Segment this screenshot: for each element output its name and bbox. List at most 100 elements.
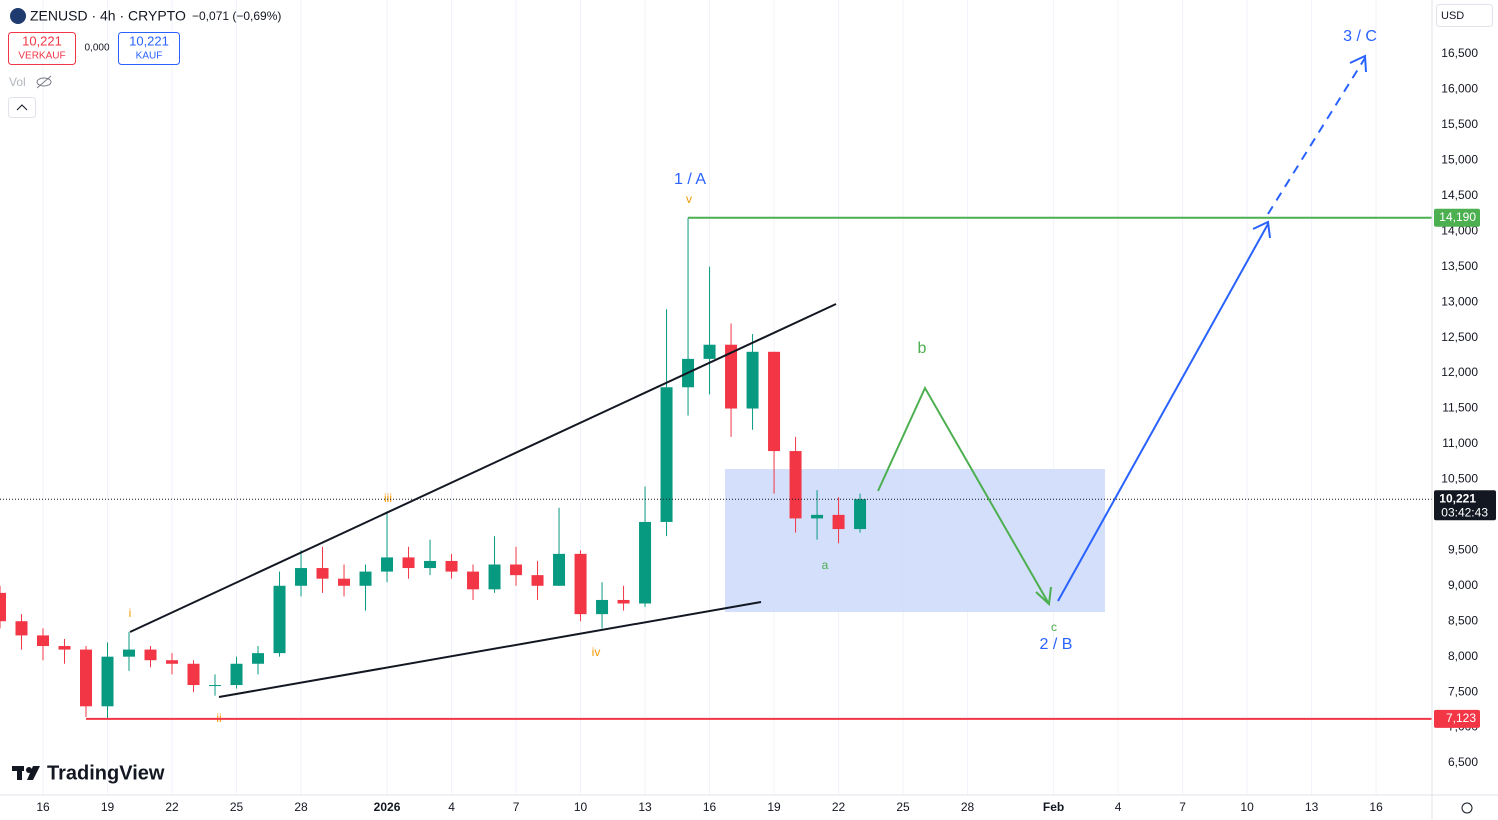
- buy-label[interactable]: KAUF: [136, 51, 163, 62]
- buy-button[interactable]: [118, 32, 180, 65]
- candle-body: [37, 635, 50, 647]
- y-tick-label: 16,500: [1441, 46, 1478, 60]
- blue-path: [1057, 223, 1269, 602]
- brand[interactable]: TradingView: [47, 762, 165, 784]
- price-tag: [1434, 208, 1480, 227]
- blue-arrowhead: [1252, 220, 1271, 239]
- spread: 0,000: [84, 43, 109, 54]
- candle-body: [424, 560, 437, 569]
- x-tick-label: 22: [165, 800, 179, 814]
- wave-label: iv: [592, 645, 601, 659]
- x-tick-label: 28: [961, 800, 975, 814]
- wave-label: 3 / C: [1343, 28, 1377, 45]
- settings-icon[interactable]: [1461, 802, 1473, 814]
- countdown: 03:42:43: [1441, 505, 1488, 519]
- price-axis-bg: [1432, 0, 1498, 820]
- y-tick-label: 12,500: [1441, 330, 1478, 344]
- candle-body: [811, 514, 824, 519]
- sell-button[interactable]: [8, 32, 76, 65]
- visibility-icon[interactable]: [36, 75, 52, 89]
- wave-label: 2 / B: [1040, 636, 1073, 653]
- candle-body: [80, 649, 93, 707]
- y-tick-label: 7,500: [1448, 684, 1478, 698]
- price-tag: [1434, 709, 1480, 728]
- y-tick-label: 8,500: [1448, 613, 1478, 627]
- x-tick-label: 10: [1240, 800, 1254, 814]
- sell-price[interactable]: 10,221: [22, 33, 62, 48]
- candle-body: [574, 553, 587, 615]
- y-tick-label: 12,000: [1441, 365, 1478, 379]
- y-tick-label: 6,500: [1448, 755, 1478, 769]
- wave-label: i: [129, 606, 132, 620]
- candle-body: [510, 564, 523, 576]
- wave-label: b: [918, 340, 927, 357]
- collapse-button[interactable]: [8, 97, 36, 118]
- grid: [42, 0, 1377, 795]
- x-tick-label: 19: [101, 800, 115, 814]
- candle-body: [746, 351, 759, 409]
- x-tick-label: 25: [896, 800, 910, 814]
- x-tick-label: 19: [767, 800, 781, 814]
- candle-body: [187, 663, 200, 686]
- current-price-tag: [1434, 490, 1496, 521]
- target-zone: [725, 469, 1105, 612]
- candle-body: [230, 663, 243, 686]
- candle-body: [553, 553, 566, 586]
- x-tick-label: 13: [1305, 800, 1319, 814]
- candle-body: [445, 560, 458, 572]
- volume-label[interactable]: Vol: [9, 75, 26, 89]
- y-tick-label: 15,000: [1441, 153, 1478, 167]
- y-tick-label: 9,000: [1448, 578, 1478, 592]
- x-tick-label: 4: [1115, 800, 1122, 814]
- candle-body: [209, 685, 222, 687]
- wave-label: c: [1051, 620, 1057, 634]
- drawings: [725, 469, 1105, 612]
- candle-body: [617, 599, 630, 604]
- sell-label[interactable]: VERKAUF: [18, 51, 65, 62]
- candle-body: [660, 387, 673, 522]
- symbol[interactable]: ZENUSD · 4h · CRYPTO: [30, 8, 186, 24]
- candle-body: [488, 564, 501, 590]
- y-tick-label: 8,000: [1448, 649, 1478, 663]
- wave-drawings: [129, 54, 1367, 698]
- wave-label: iii: [384, 491, 392, 505]
- buy-price[interactable]: 10,221: [129, 33, 169, 48]
- x-tick-label: 13: [638, 800, 652, 814]
- price-lines: [0, 216, 1432, 720]
- x-tick-label: 2026: [374, 800, 401, 814]
- currency[interactable]: USD: [1441, 10, 1464, 22]
- lower-trendline: [218, 601, 762, 698]
- y-tick-label: 15,500: [1441, 117, 1478, 131]
- blue-dashed-arrowhead: [1349, 54, 1367, 73]
- y-tick-label: 14,000: [1441, 223, 1478, 237]
- candle-body: [15, 621, 28, 636]
- candle-body: [381, 557, 394, 572]
- symbol-icon: [10, 8, 26, 24]
- candle-body: [467, 571, 480, 590]
- green-arrowhead: [1035, 586, 1052, 607]
- candle-body: [402, 557, 415, 569]
- candle-body: [0, 592, 6, 622]
- current-price-label: 10,221: [1439, 491, 1476, 505]
- y-tick-label: 13,000: [1441, 294, 1478, 308]
- x-tick-label: 7: [1179, 800, 1186, 814]
- candle-body: [359, 571, 372, 586]
- candle-body: [725, 344, 738, 409]
- candle-body: [58, 646, 71, 650]
- currency-button[interactable]: [1436, 4, 1493, 27]
- x-tick-label: 22: [832, 800, 846, 814]
- upper-trendline: [129, 303, 837, 633]
- candle-body: [316, 568, 329, 579]
- x-tick-label: 16: [703, 800, 717, 814]
- candle-body: [166, 660, 179, 664]
- candle-body: [768, 351, 781, 452]
- green-path: [877, 385, 1050, 605]
- x-tick-label: 16: [36, 800, 50, 814]
- y-tick-label: 10,500: [1441, 472, 1478, 486]
- x-tick-label: 7: [513, 800, 520, 814]
- candle-body: [101, 656, 114, 707]
- x-tick-label: 28: [294, 800, 308, 814]
- price-tag-label: 7,123: [1446, 711, 1476, 725]
